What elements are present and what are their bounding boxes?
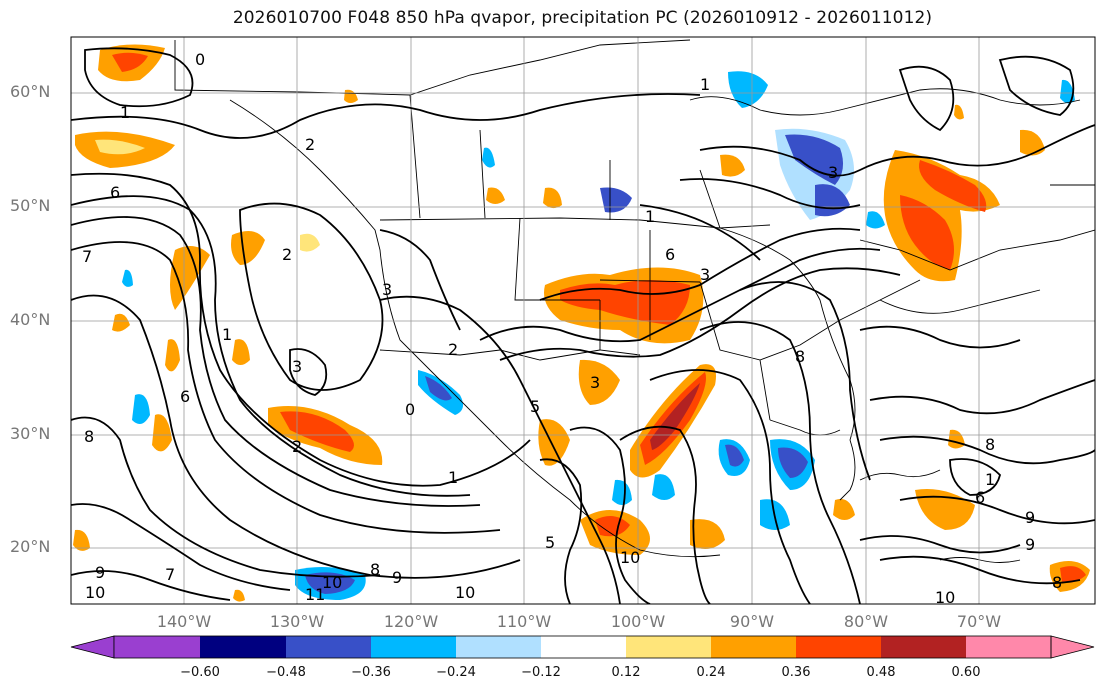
colorbar-bin <box>711 636 796 658</box>
colorbar-bin <box>200 636 286 658</box>
colorbar-tick: 0.12 <box>611 665 641 680</box>
colorbar-bin <box>881 636 966 658</box>
lon-label-130w: 130°W <box>269 612 325 631</box>
contour-label: 8 <box>84 427 94 446</box>
lat-label-50n: 50°N <box>10 196 51 215</box>
colorbar-bin <box>541 636 626 658</box>
contour-label: 1 <box>120 103 130 122</box>
lat-label-20n: 20°N <box>10 537 51 556</box>
contour-label: 1 <box>645 207 655 226</box>
colorbar-bin <box>456 636 541 658</box>
coastlines <box>174 39 1095 563</box>
precipitation-shading <box>73 44 1090 602</box>
lat-label-60n: 60°N <box>10 82 51 101</box>
colorbar-tick: −0.24 <box>436 665 476 680</box>
contour-label: 8 <box>370 560 380 579</box>
colorbar-tick: 0.48 <box>866 665 896 680</box>
contour-label: 1 <box>985 470 995 489</box>
colorbar-tick: −0.12 <box>521 665 561 680</box>
colorbar-bin <box>966 636 1051 658</box>
contour-label: 5 <box>545 533 555 552</box>
contour-label: 0 <box>405 400 415 419</box>
lat-label-40n: 40°N <box>10 310 51 329</box>
colorbar-bin <box>286 636 371 658</box>
map-frame <box>70 36 1096 605</box>
contour-label: 3 <box>828 163 838 182</box>
contour-label: 1 <box>448 468 458 487</box>
contour-label: 6 <box>110 183 120 202</box>
colorbar-bin <box>371 636 456 658</box>
contour-label: 9 <box>1025 508 1035 527</box>
contour-label: 3 <box>292 357 302 376</box>
colorbar-tick: 0.36 <box>781 665 811 680</box>
lon-label-80w: 80°W <box>843 612 889 631</box>
colorbar-high-extension <box>1050 635 1095 659</box>
lon-label-110w: 110°W <box>496 612 552 631</box>
contour-label: 1 <box>222 325 232 344</box>
contour-label: 7 <box>165 565 175 584</box>
contour-label: 2 <box>305 135 315 154</box>
contour-label: 8 <box>985 435 995 454</box>
contour-label: 3 <box>700 265 710 284</box>
latlon-grid <box>71 37 1095 604</box>
colorbar <box>70 635 1095 659</box>
colorbar-bin <box>626 636 711 658</box>
contour-label: 6 <box>975 488 985 507</box>
colorbar-low-extension <box>70 635 115 659</box>
colorbar-tick: 0.60 <box>951 665 981 680</box>
contour-label: 9 <box>1025 535 1035 554</box>
contour-label: 2 <box>282 245 292 264</box>
lon-label-90w: 90°W <box>729 612 775 631</box>
colorbar-tick: 0.24 <box>696 665 726 680</box>
contour-label: 2 <box>448 340 458 359</box>
contour-label: 10 <box>620 548 640 567</box>
colorbar-tick: −0.36 <box>351 665 391 680</box>
contour-label: 2 <box>292 437 302 456</box>
colorbar-bin <box>114 636 200 658</box>
qvapor-contours <box>71 47 1095 604</box>
colorbar-tick: −0.48 <box>266 665 306 680</box>
colorbar-bin <box>796 636 881 658</box>
contour-label: 1 <box>700 75 710 94</box>
contour-label: 3 <box>382 280 392 299</box>
contour-label: 11 <box>305 585 325 604</box>
contour-label: 9 <box>392 568 402 587</box>
contour-label: 10 <box>935 588 955 607</box>
contour-labels: 0 1 2 6 7 2 1 3 2 1 0 3 6 8 2 1 5 1 6 3 … <box>82 50 1062 607</box>
colorbar-frame <box>113 635 1052 659</box>
lon-label-140w: 140°W <box>156 612 212 631</box>
contour-label: 7 <box>82 247 92 266</box>
contour-label: 0 <box>195 50 205 69</box>
contour-label: 10 <box>85 583 105 602</box>
contour-label: 10 <box>322 573 342 592</box>
contour-label: 3 <box>590 373 600 392</box>
colorbar-tick: −0.60 <box>180 665 220 680</box>
contour-label: 9 <box>95 563 105 582</box>
contour-label: 6 <box>665 245 675 264</box>
lon-label-120w: 120°W <box>383 612 439 631</box>
lon-label-100w: 100°W <box>610 612 666 631</box>
contour-label: 8 <box>1052 573 1062 592</box>
contour-label: 6 <box>180 387 190 406</box>
contour-label: 5 <box>530 397 540 416</box>
lat-label-30n: 30°N <box>10 424 51 443</box>
contour-label: 8 <box>795 347 805 366</box>
lon-label-70w: 70°W <box>956 612 1002 631</box>
figure-title: 2026010700 F048 850 hPa qvapor, precipit… <box>232 8 933 28</box>
contour-label: 10 <box>455 583 475 602</box>
